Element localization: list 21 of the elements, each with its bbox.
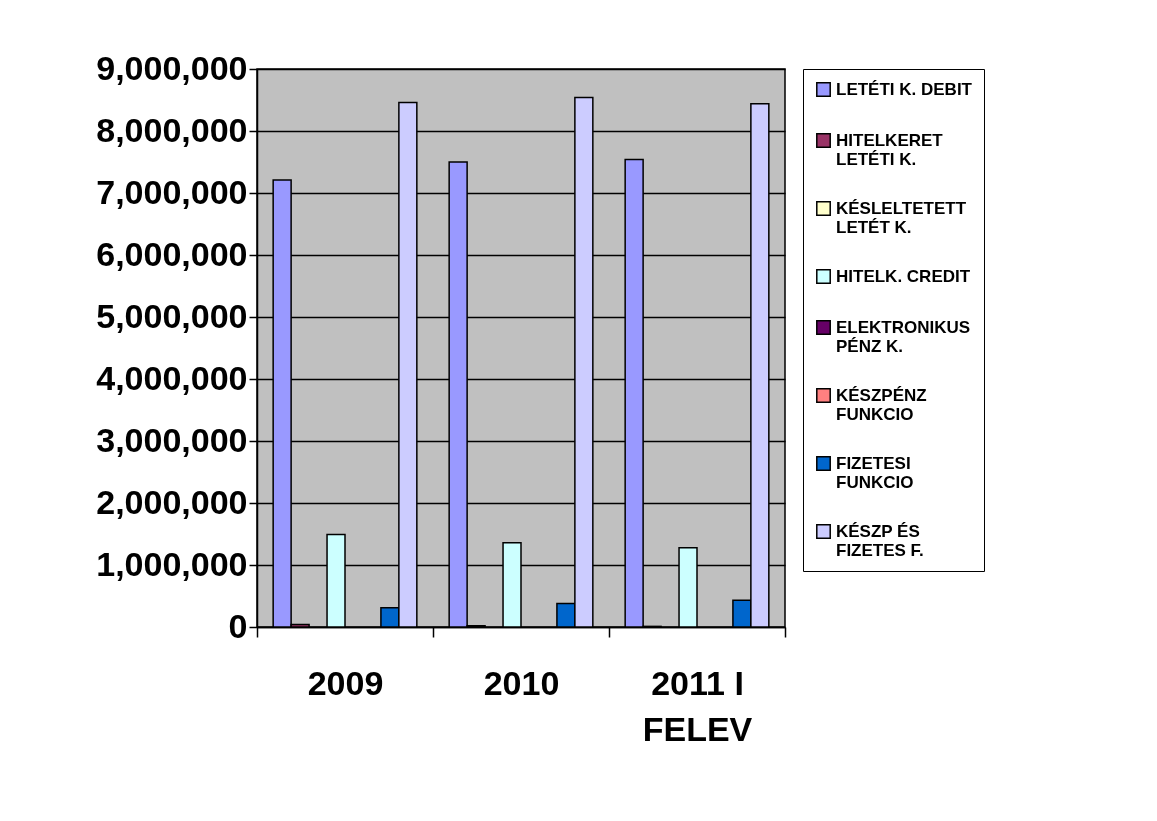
y-tick-label: 1,000,000 <box>96 544 248 583</box>
legend-label: KÉSLELTETETT LETÉT K. <box>836 198 967 237</box>
legend-label: LETÉTI K. DEBIT <box>836 79 973 99</box>
legend-label: HITELK. CREDIT <box>836 266 971 286</box>
x-tick-label: 2011 I FELEV <box>642 663 753 748</box>
legend-label: KÉSZPÉNZ FUNKCIO <box>836 385 927 424</box>
legend-label: HITELKERET LETÉTI K. <box>836 130 944 169</box>
y-tick-label: 3,000,000 <box>96 420 248 459</box>
x-tick-label: 2009 <box>307 663 384 702</box>
y-tick-label: 0 <box>228 606 248 645</box>
y-tick-label: 5,000,000 <box>96 296 248 335</box>
legend-label: FIZETESI FUNKCIO <box>836 453 914 492</box>
x-tick-label: 2010 <box>483 663 560 702</box>
y-tick-label: 6,000,000 <box>96 234 248 273</box>
y-tick-label: 2,000,000 <box>96 482 248 521</box>
y-tick-label: 4,000,000 <box>96 358 248 397</box>
y-tick-label: 9,000,000 <box>96 48 248 87</box>
y-tick-label: 8,000,000 <box>96 110 248 149</box>
legend-label: KÉSZP ÉS FIZETES F. <box>836 521 924 560</box>
legend-label: ELEKTRONIKUS PÉNZ K. <box>836 317 971 356</box>
y-tick-label: 7,000,000 <box>96 172 248 211</box>
